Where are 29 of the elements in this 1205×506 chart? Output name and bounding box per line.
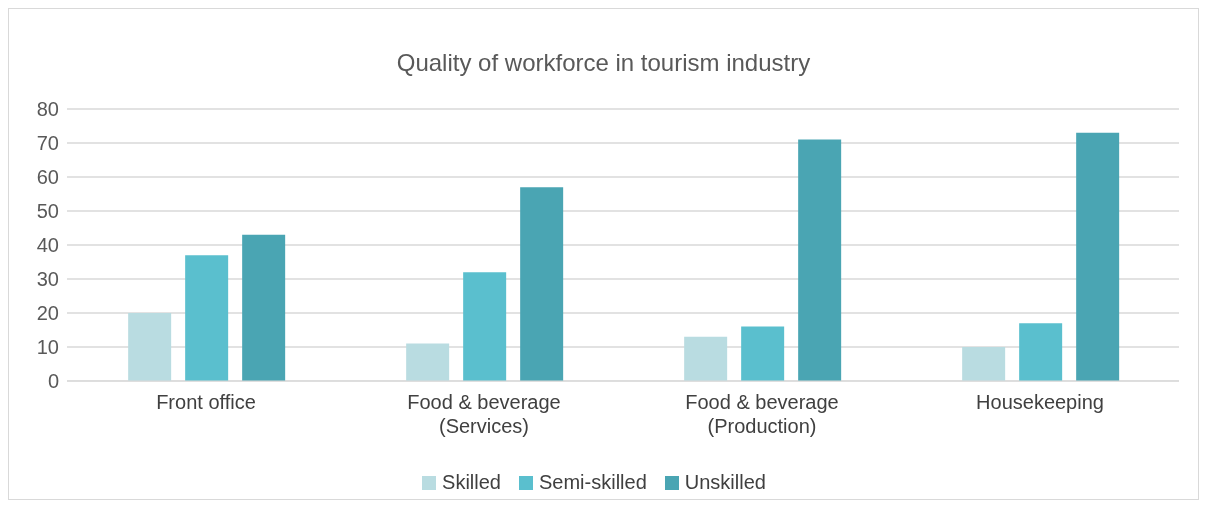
x-tick-label: Food & beverage (Production) <box>685 391 839 437</box>
y-tick-label: 80 <box>36 98 59 121</box>
legend-label: Skilled <box>441 471 501 494</box>
bar <box>684 336 728 381</box>
bar <box>962 347 1006 381</box>
bar <box>520 187 564 381</box>
y-tick-label: 10 <box>36 336 59 359</box>
y-tick-label: 40 <box>36 234 59 257</box>
y-tick-label: 30 <box>36 268 59 291</box>
chart-title: Quality of workforce in tourism industry <box>395 49 812 77</box>
bar <box>1076 132 1120 381</box>
y-tick-label: 50 <box>36 200 59 223</box>
legend-label: Unskilled <box>683 471 766 494</box>
x-tick-label: Front office <box>156 391 256 413</box>
x-tick-label: Food & beverage (Services) <box>407 391 561 437</box>
y-tick-label: 0 <box>47 370 59 393</box>
y-tick-label: 60 <box>36 166 59 189</box>
bar <box>406 343 450 381</box>
bar <box>128 313 172 381</box>
bar <box>242 234 286 381</box>
bar <box>185 255 229 381</box>
bar <box>463 272 507 381</box>
bar <box>741 326 785 381</box>
y-tick-label: 20 <box>36 302 59 325</box>
legend-label: Semi-skilled <box>537 471 647 494</box>
bar <box>798 139 842 381</box>
bar <box>1019 323 1063 381</box>
y-tick-label: 70 <box>36 132 59 155</box>
x-tick-label: Housekeeping <box>976 391 1104 413</box>
